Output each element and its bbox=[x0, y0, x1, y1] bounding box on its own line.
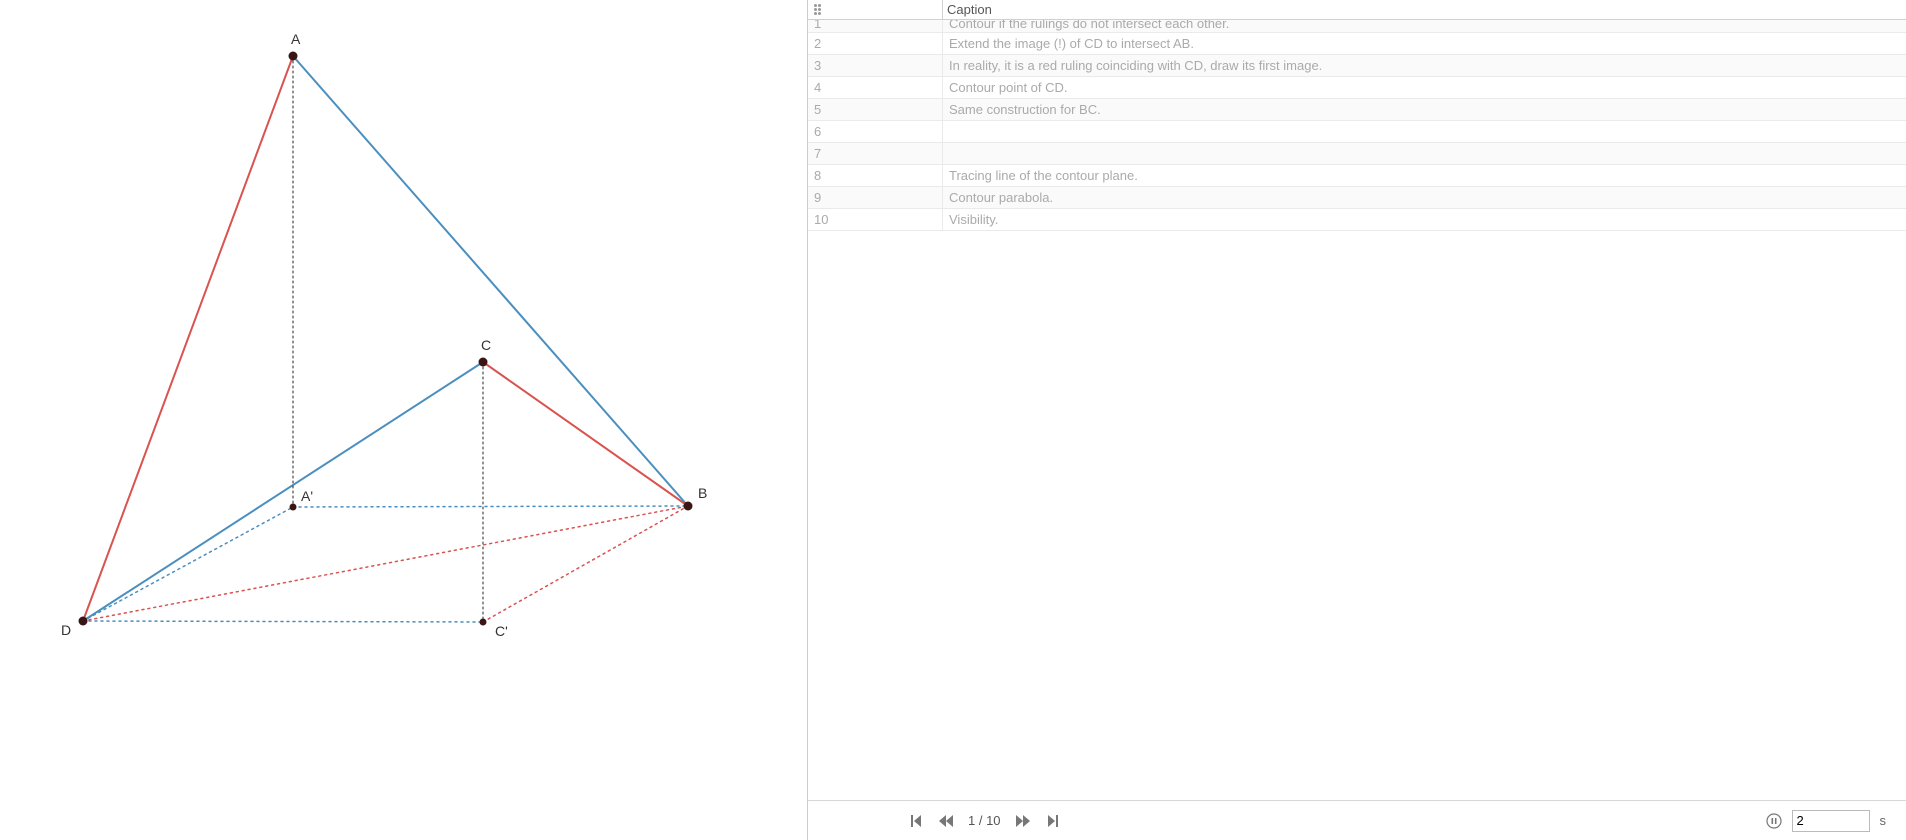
point-label-C': C' bbox=[495, 623, 508, 639]
point-A'[interactable] bbox=[290, 504, 297, 511]
playback-position: 1 / 10 bbox=[968, 813, 1001, 828]
point-D[interactable] bbox=[79, 617, 88, 626]
row-number-cell: 3 bbox=[808, 55, 943, 76]
caption-table-body: 1Contour if the rulings do not intersect… bbox=[808, 20, 1906, 800]
row-caption-cell bbox=[943, 121, 1906, 142]
segment-D-Aprime[interactable] bbox=[83, 507, 293, 621]
table-row[interactable]: 5Same construction for BC. bbox=[808, 99, 1906, 121]
segment-A-B[interactable] bbox=[293, 56, 688, 506]
step-forward-button[interactable] bbox=[1015, 813, 1031, 829]
speed-unit-label: s bbox=[1880, 813, 1887, 828]
skip-start-icon bbox=[908, 813, 924, 829]
right-panel: Caption 1Contour if the rulings do not i… bbox=[807, 0, 1906, 840]
row-caption-cell: Contour point of CD. bbox=[943, 77, 1906, 98]
drag-dots-icon bbox=[814, 4, 822, 15]
table-row[interactable]: 3In reality, it is a red ruling coincidi… bbox=[808, 55, 1906, 77]
point-label-C: C bbox=[481, 337, 491, 353]
point-C'[interactable] bbox=[480, 619, 487, 626]
segment-D-C[interactable] bbox=[83, 362, 483, 621]
step-back-icon bbox=[938, 813, 954, 829]
segment-D-B[interactable] bbox=[83, 506, 688, 621]
skip-end-button[interactable] bbox=[1045, 813, 1061, 829]
row-number-cell: 6 bbox=[808, 121, 943, 142]
row-caption-cell: Extend the image (!) of CD to intersect … bbox=[943, 33, 1906, 54]
drag-handle[interactable] bbox=[808, 0, 943, 19]
table-row[interactable]: 7 bbox=[808, 143, 1906, 165]
geometry-svg[interactable]: A A' B C C' D bbox=[0, 0, 807, 840]
playback-bar: 1 / 10 s bbox=[808, 800, 1906, 840]
table-row[interactable]: 8Tracing line of the contour plane. bbox=[808, 165, 1906, 187]
point-label-D: D bbox=[61, 622, 71, 638]
row-caption-cell: Contour parabola. bbox=[943, 187, 1906, 208]
pause-button[interactable] bbox=[1766, 813, 1782, 829]
segment-Aprime-B[interactable] bbox=[293, 506, 688, 507]
row-caption-cell: In reality, it is a red ruling coincidin… bbox=[943, 55, 1906, 76]
step-forward-icon bbox=[1015, 813, 1031, 829]
table-row[interactable]: 1Contour if the rulings do not intersect… bbox=[808, 20, 1906, 33]
row-number-cell: 5 bbox=[808, 99, 943, 120]
row-number-cell: 7 bbox=[808, 143, 943, 164]
row-caption-cell: Visibility. bbox=[943, 209, 1906, 230]
pause-icon bbox=[1766, 813, 1782, 829]
point-label-A: A bbox=[291, 31, 301, 47]
row-caption-cell: Same construction for BC. bbox=[943, 99, 1906, 120]
geometry-canvas[interactable]: A A' B C C' D bbox=[0, 0, 807, 840]
segment-C-B[interactable] bbox=[483, 362, 688, 506]
table-row[interactable]: 10Visibility. bbox=[808, 209, 1906, 231]
table-header-row: Caption bbox=[808, 0, 1906, 20]
speed-input[interactable] bbox=[1792, 810, 1870, 832]
table-row[interactable]: 4Contour point of CD. bbox=[808, 77, 1906, 99]
skip-end-icon bbox=[1045, 813, 1061, 829]
point-label-B: B bbox=[698, 485, 707, 501]
segment-D-A[interactable] bbox=[83, 56, 293, 621]
segment-Cprime-B[interactable] bbox=[483, 506, 688, 622]
row-number-cell: 1 bbox=[808, 20, 943, 32]
row-caption-cell bbox=[943, 143, 1906, 164]
table-row[interactable]: 2Extend the image (!) of CD to intersect… bbox=[808, 33, 1906, 55]
skip-start-button[interactable] bbox=[908, 813, 924, 829]
row-caption-cell: Contour if the rulings do not intersect … bbox=[943, 20, 1906, 32]
row-number-cell: 4 bbox=[808, 77, 943, 98]
segment-D-Cprime[interactable] bbox=[83, 621, 483, 622]
point-A[interactable] bbox=[289, 52, 298, 61]
row-number-cell: 10 bbox=[808, 209, 943, 230]
row-caption-cell: Tracing line of the contour plane. bbox=[943, 165, 1906, 186]
point-C[interactable] bbox=[479, 358, 488, 367]
row-number-cell: 8 bbox=[808, 165, 943, 186]
table-row[interactable]: 9Contour parabola. bbox=[808, 187, 1906, 209]
point-label-A': A' bbox=[301, 488, 313, 504]
step-back-button[interactable] bbox=[938, 813, 954, 829]
row-number-cell: 9 bbox=[808, 187, 943, 208]
caption-column-header[interactable]: Caption bbox=[943, 0, 1906, 19]
table-row[interactable]: 6 bbox=[808, 121, 1906, 143]
row-number-cell: 2 bbox=[808, 33, 943, 54]
point-B[interactable] bbox=[684, 502, 693, 511]
